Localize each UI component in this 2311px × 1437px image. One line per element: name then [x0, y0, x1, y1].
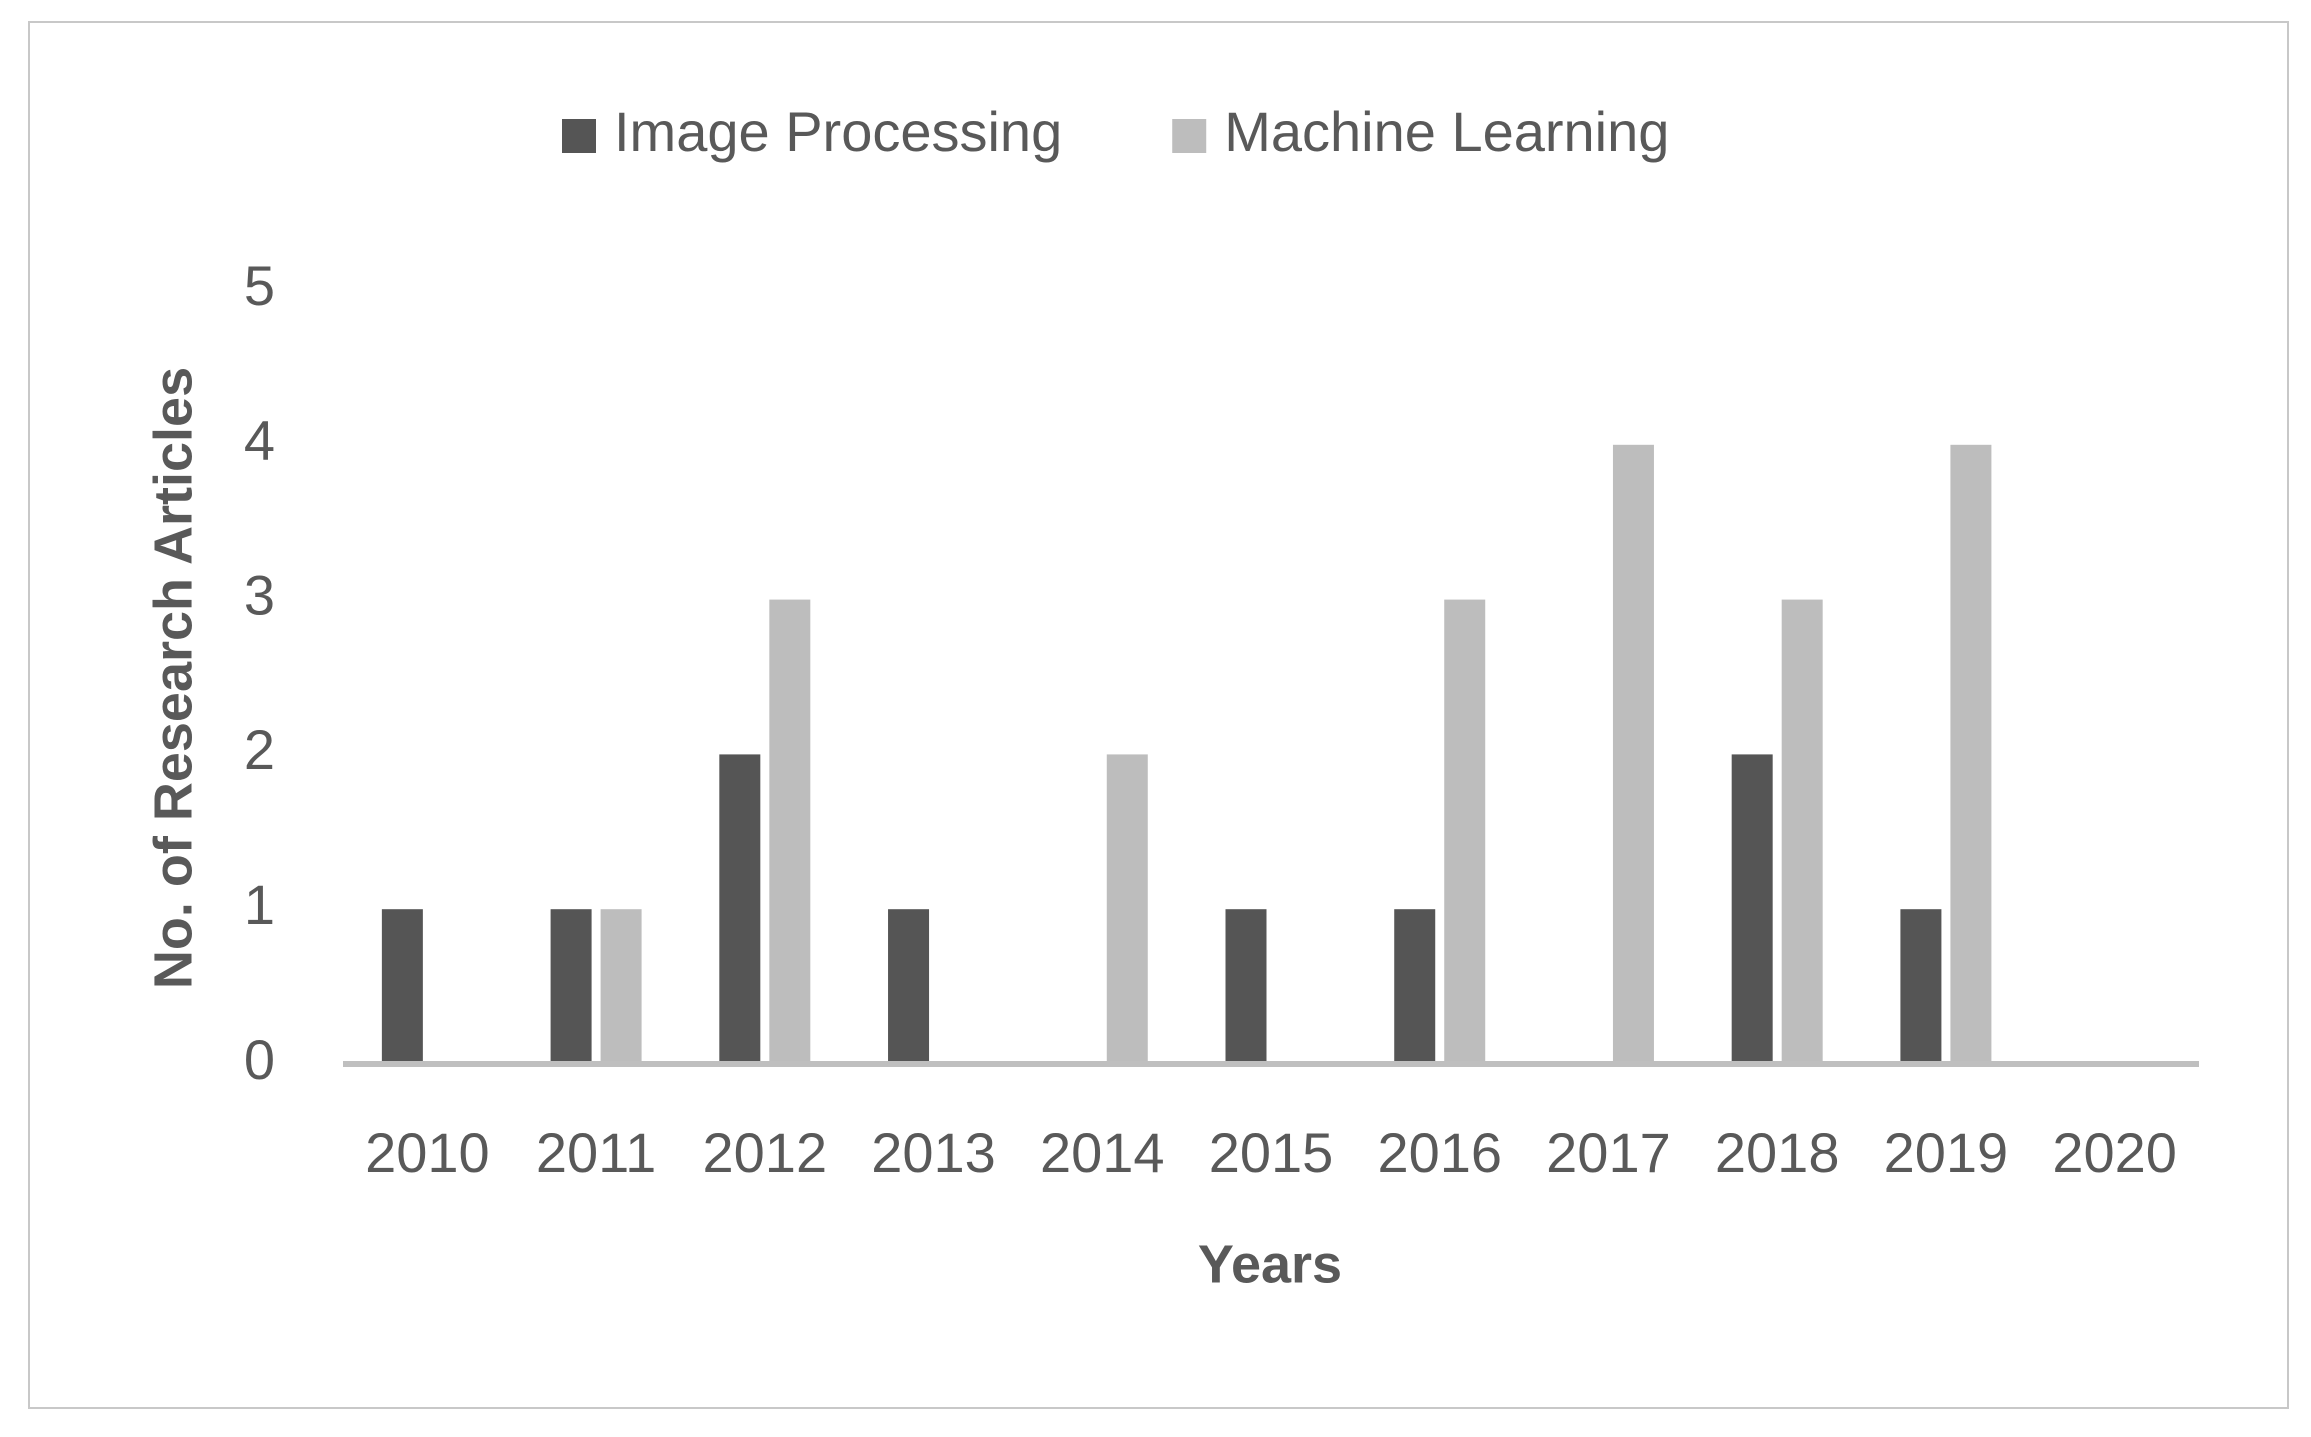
y-tick-label: 4: [244, 409, 275, 472]
bar: [1225, 909, 1267, 1064]
bar: [381, 909, 423, 1064]
legend-label: Image Processing: [614, 100, 1062, 163]
x-tick-label: 2019: [1884, 1121, 2009, 1184]
bar: [1394, 909, 1436, 1064]
bar: [550, 909, 592, 1064]
x-tick-label: 2017: [1546, 1121, 1671, 1184]
bar: [1781, 599, 1823, 1064]
bar: [1950, 444, 1992, 1064]
bar: [888, 909, 930, 1064]
y-tick-label: 5: [244, 254, 275, 317]
x-tick-label: 2020: [2052, 1121, 2177, 1184]
bar: [1731, 754, 1773, 1064]
bar: [1612, 444, 1654, 1064]
x-tick-label: 2014: [1040, 1121, 1165, 1184]
y-tick-label: 2: [244, 718, 275, 781]
x-tick-label: 2016: [1377, 1121, 1502, 1184]
x-tick-label: 2011: [536, 1121, 656, 1184]
y-tick-label: 1: [244, 873, 275, 936]
chart-frame: [28, 21, 2289, 1409]
legend-label: Machine Learning: [1224, 100, 1669, 163]
y-tick-label: 3: [244, 563, 275, 626]
y-axis-title: No. of Research Articles: [143, 367, 203, 989]
x-tick-label: 2012: [703, 1121, 828, 1184]
x-tick-label: 2013: [871, 1121, 996, 1184]
x-tick-label: 2015: [1209, 1121, 1334, 1184]
legend-swatch: [1172, 119, 1207, 153]
x-tick-label: 2018: [1715, 1121, 1840, 1184]
x-axis-title: Years: [1198, 1234, 1342, 1294]
bar: [1106, 754, 1148, 1064]
bar: [1900, 909, 1942, 1064]
legend-swatch: [562, 119, 596, 153]
bar: [769, 599, 811, 1064]
bar: [1444, 599, 1486, 1064]
bar: [719, 754, 761, 1064]
x-tick-label: 2010: [365, 1121, 490, 1184]
y-tick-label: 0: [244, 1028, 275, 1091]
bar: [600, 909, 642, 1064]
